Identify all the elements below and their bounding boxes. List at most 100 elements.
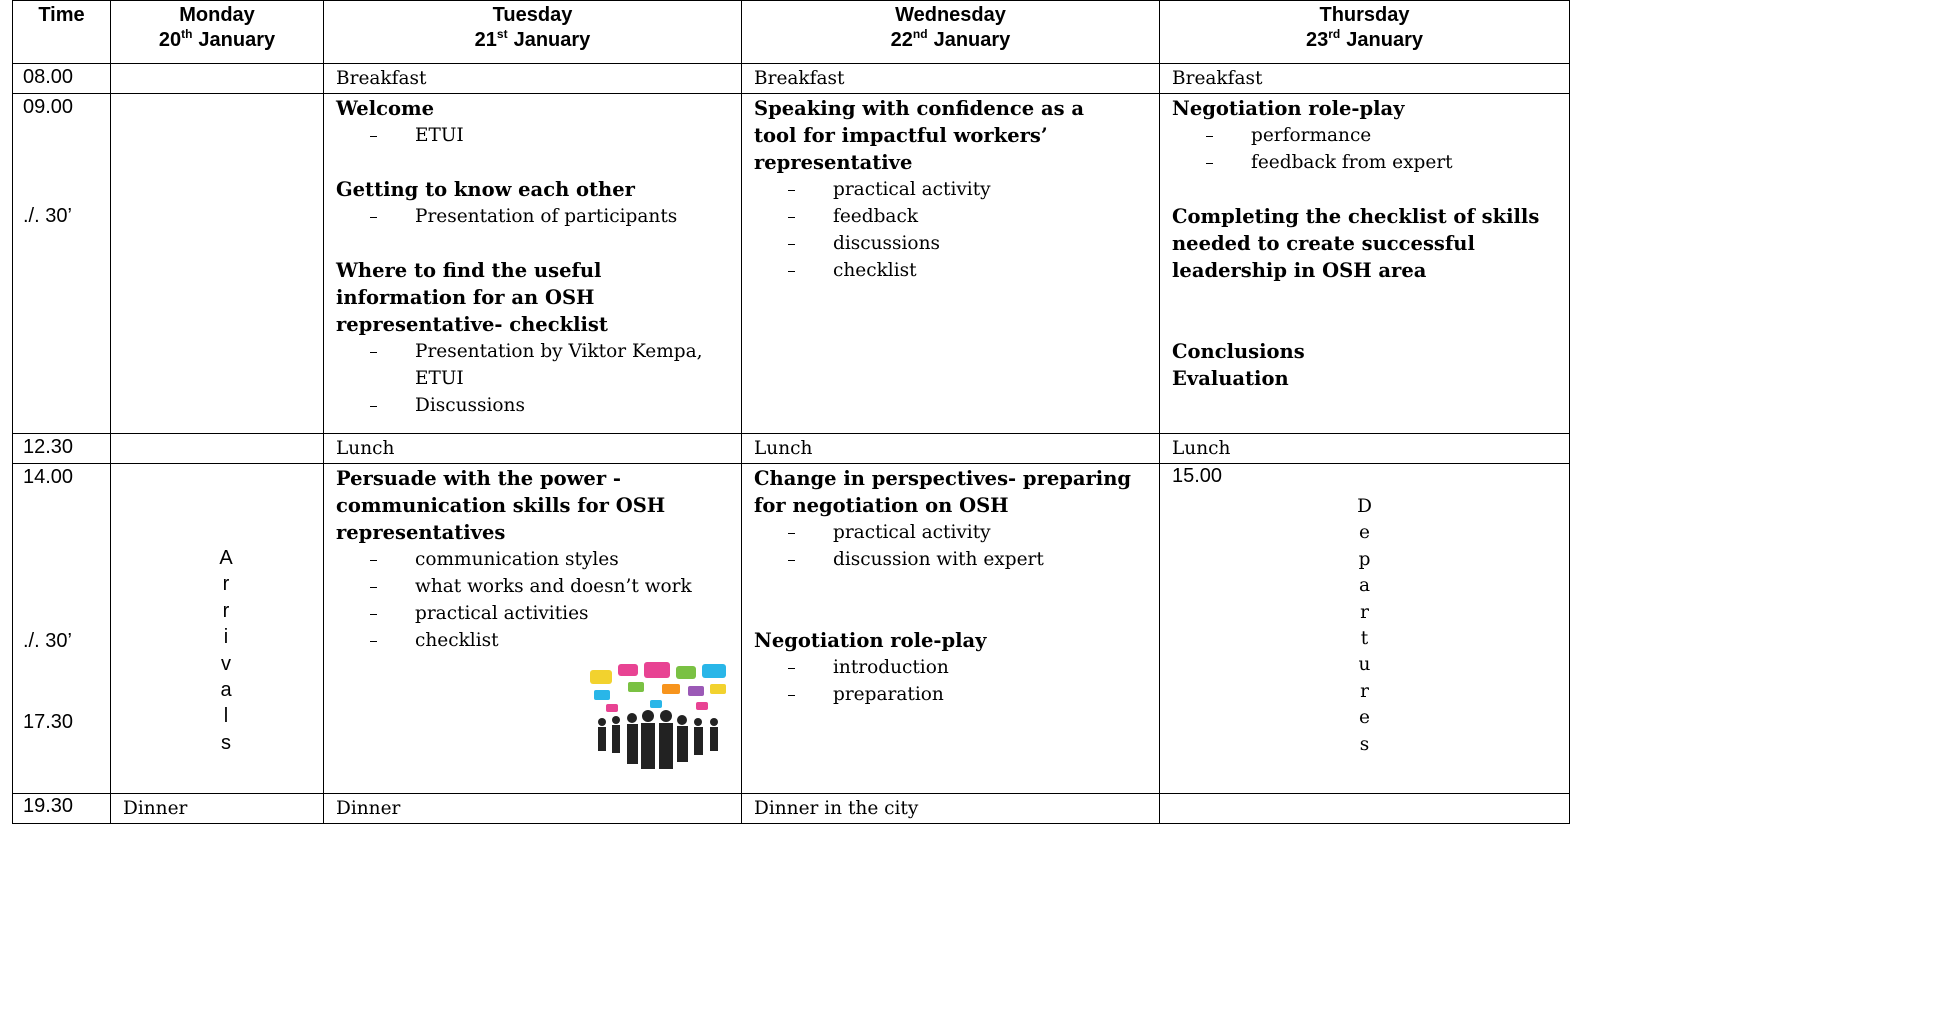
bullet-dash <box>370 560 377 561</box>
day: Monday <box>179 4 255 26</box>
cell-text: Breakfast <box>754 68 845 89</box>
day-cell: Breakfast <box>741 63 1160 94</box>
row: 08.00 Breakfast Breakfast Breakfast <box>12 63 1570 94</box>
item-group: Completing the checklist of skills neede… <box>1172 203 1557 284</box>
cell-content: Change in perspectives- preparing for ne… <box>742 464 1159 709</box>
day-cell: Lunch <box>1159 433 1570 464</box>
day-cell: Negotiation role-play performance feedback… <box>1159 93 1570 434</box>
letter: D <box>1357 496 1372 517</box>
date-suffix: nd <box>912 27 928 41</box>
item-group: Getting to know each other Presentation o… <box>336 176 729 230</box>
header-cell: Tuesday 21st January <box>323 0 742 64</box>
heading: Negotiation role-play <box>1172 97 1405 120</box>
time-cell: 14.00 ./. 30’ 17.30 <box>12 463 111 794</box>
date-number: 23 <box>1306 29 1329 51</box>
day: Thursday <box>1319 4 1410 26</box>
month: January <box>198 29 276 51</box>
time-cell: 12.30 <box>12 433 111 464</box>
bullet-item: feedback <box>754 203 1147 230</box>
time: ./. 30’ <box>23 630 72 652</box>
time: 19.30 <box>23 795 74 817</box>
bullet-dash <box>788 533 795 534</box>
day-cell: Welcome ETUI Getting to know each other Pre… <box>323 93 742 434</box>
cell-content: Negotiation role-play performance feedback… <box>1160 94 1569 393</box>
cell-content: Welcome ETUI Getting to know each other Pre… <box>324 94 741 420</box>
bullet-dash <box>370 406 377 407</box>
bullet-dash <box>1206 163 1213 164</box>
closing-line: Conclusions <box>1172 340 1305 363</box>
bullet-dash <box>1206 136 1213 137</box>
departure-time: 15.00 <box>1172 465 1223 487</box>
cell-content: Breakfast <box>742 64 1159 93</box>
cell-text: Breakfast <box>336 68 427 89</box>
bullet-item: Presentation of participants <box>336 203 729 230</box>
letter: e <box>1359 522 1370 544</box>
bullet-dash <box>788 668 795 669</box>
item-group: Negotiation role-play performance feedback… <box>1172 95 1557 176</box>
item-group: Negotiation role-play introduction prepara… <box>754 627 1147 708</box>
bullet-dash <box>370 352 377 353</box>
heading: Where to find the useful information for… <box>336 259 608 336</box>
date-number: 20 <box>158 29 182 51</box>
heading: Completing the checklist of skills neede… <box>1172 205 1540 282</box>
day-cell: Lunch <box>741 433 1160 464</box>
date: 23rd January <box>1160 28 1569 53</box>
month: January <box>513 29 591 51</box>
row: 19.30 Dinner Dinner Dinner in the city <box>12 793 1570 824</box>
bullet-item: Presentation by Viktor Kempa, ETUI <box>336 338 729 392</box>
bullet-item: checklist <box>336 627 729 654</box>
header-cell: Wednesday 22nd January <box>741 0 1160 64</box>
bullet-dash <box>370 614 377 615</box>
heading: Speaking with confidence as a tool for i… <box>754 97 1085 174</box>
bullet-item: introduction <box>754 654 1147 681</box>
time: 09.00 <box>23 96 74 118</box>
time-cell: 09.00 ./. 30’ <box>12 93 111 434</box>
heading: Persuade with the power - communication … <box>336 467 666 544</box>
day-cell: Lunch <box>323 433 742 464</box>
cell-content <box>111 64 323 66</box>
letter: t <box>1360 628 1369 650</box>
item-group: Conclusions Evaluation <box>1172 338 1557 392</box>
letter: v <box>221 652 231 675</box>
day: Tuesday <box>492 4 573 26</box>
date-number: 22 <box>890 29 913 51</box>
cell-content <box>1160 794 1569 796</box>
heading: Change in perspectives- preparing for ne… <box>754 467 1132 517</box>
bullet-item: practical activities <box>336 600 729 627</box>
bullet-dash <box>788 695 795 696</box>
day-cell: Dinner in the city <box>741 793 1160 824</box>
header-cell: Thursday 23rd January <box>1159 0 1570 64</box>
day-cell <box>110 93 324 434</box>
letter: u <box>1358 654 1371 676</box>
header-row: Time Monday 20th January Tuesday 21st January W… <box>12 0 1570 64</box>
letter: r <box>222 599 230 622</box>
bullet-item: ETUI <box>336 122 729 149</box>
day: Time <box>38 4 85 26</box>
row: 09.00 ./. 30’ Welcome ETUI Getting to know e… <box>12 93 1570 434</box>
letter: A <box>219 547 233 569</box>
date-suffix: th <box>181 27 193 41</box>
item-group: Where to find the useful information for… <box>336 257 729 419</box>
cell-text: Dinner in the city <box>754 798 919 819</box>
item-group: Change in perspectives- preparing for ne… <box>754 465 1147 573</box>
letter: r <box>222 573 230 596</box>
cell-content <box>111 94 323 96</box>
networking-illustration <box>590 662 726 769</box>
letter: l <box>223 705 229 728</box>
bullet-dash <box>788 271 795 272</box>
date-number: 21 <box>474 29 497 51</box>
bullet-item: Discussions <box>336 392 729 419</box>
bullet-dash <box>370 136 377 137</box>
bullet-item: performance <box>1172 122 1557 149</box>
cell-content: Dinner <box>111 794 323 823</box>
day-cell <box>110 63 324 94</box>
day-cell: Change in perspectives- preparing for ne… <box>741 463 1160 794</box>
row: 12.30 Lunch Lunch Lunch <box>12 433 1570 464</box>
time: 12.30 <box>23 436 74 458</box>
